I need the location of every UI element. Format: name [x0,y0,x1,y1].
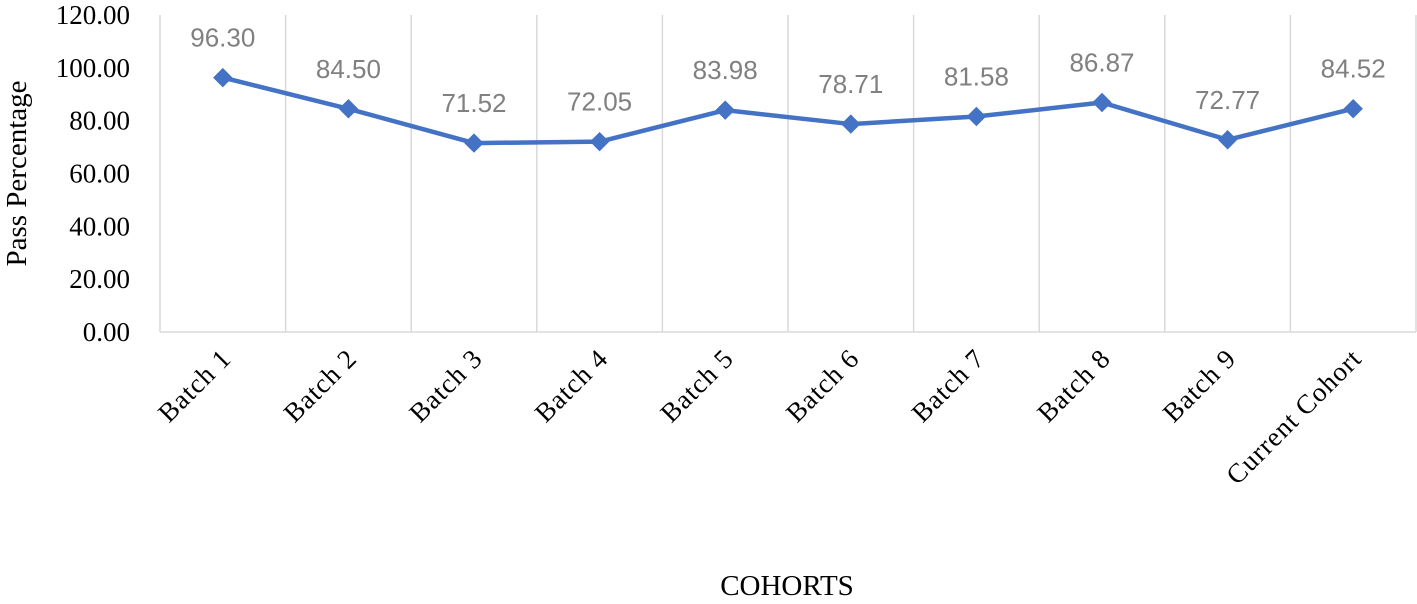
data-label: 96.30 [190,23,255,53]
data-label: 81.58 [944,61,1009,91]
x-tick-label: Batch 2 [278,343,363,428]
x-axis-title: COHORTS [720,570,854,602]
x-tick-label: Batch 4 [529,343,614,428]
data-point-marker [966,106,987,127]
y-tick-label: 40.00 [69,211,130,241]
y-tick-label: 0.00 [83,317,130,347]
data-point-marker [338,99,359,119]
data-point-marker [213,67,233,88]
data-label: 84.50 [316,54,381,84]
y-tick-label: 100.00 [56,53,130,83]
x-tick-label: Batch 3 [403,343,488,428]
y-tick-label: 80.00 [69,106,130,136]
data-label: 72.05 [567,87,632,117]
y-axis-title: Pass Percentage [1,80,33,266]
x-tick-label: Batch 7 [906,343,991,428]
data-point-marker [1092,92,1112,113]
data-label: 72.77 [1195,85,1260,115]
y-tick-label: 20.00 [69,264,130,294]
y-tick-label: 60.00 [69,159,130,189]
x-tick-label: Batch 8 [1031,343,1116,428]
x-tick-label: Current Cohort [1220,343,1367,490]
x-tick-label: Batch 9 [1157,343,1242,428]
data-point-marker [464,133,484,153]
data-point-marker [841,114,861,134]
data-point-marker [715,100,735,120]
data-point-marker [1343,99,1363,119]
y-axis-ticks: 0.00 20.00 40.00 60.00 80.00 100.00 120.00 [56,0,130,347]
x-tick-label: Batch 6 [780,343,865,428]
data-label: 78.71 [818,69,883,99]
series-line [222,75,1354,146]
series-group [213,67,1363,153]
x-tick-label: Batch 5 [654,343,739,428]
data-point-marker [1217,130,1238,150]
gridlines [159,15,1417,333]
data-label: 86.87 [1069,48,1134,78]
y-tick-label: 120.00 [56,0,130,30]
data-labels: 96.30 84.50 71.52 72.05 83.98 78.71 81.58 86.87… [190,23,1385,118]
x-axis-ticks: Batch 1 Batch 2 Batch 3 Batch 4 Batch 5 Batch… [152,343,1367,490]
x-tick-label: Batch 1 [152,343,237,428]
data-label: 83.98 [693,55,758,85]
data-point-marker [589,131,610,152]
data-label: 71.52 [441,88,506,118]
data-label: 84.52 [1321,54,1386,84]
